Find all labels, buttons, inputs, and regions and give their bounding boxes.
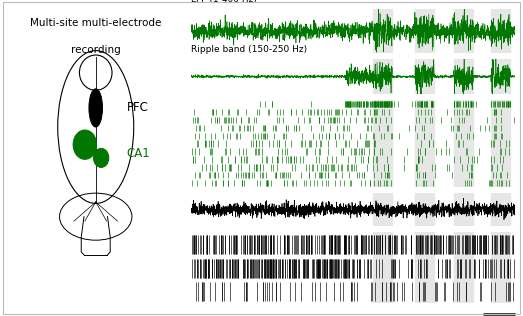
Ellipse shape <box>89 89 103 127</box>
Text: LFP (1-400 Hz): LFP (1-400 Hz) <box>191 0 257 4</box>
Bar <box>453 59 473 94</box>
Text: CA1: CA1 <box>127 147 150 160</box>
Bar <box>453 193 473 227</box>
Bar <box>491 232 510 303</box>
Bar <box>453 9 473 53</box>
Bar <box>415 193 434 227</box>
Bar <box>415 59 434 94</box>
Bar <box>453 100 473 187</box>
Ellipse shape <box>73 130 97 159</box>
Bar <box>415 9 434 53</box>
Bar <box>415 100 434 187</box>
Bar <box>373 100 392 187</box>
Text: recording: recording <box>71 45 121 55</box>
Bar <box>491 100 510 187</box>
Bar <box>373 232 392 303</box>
Bar <box>373 9 392 53</box>
Text: Multi-site multi-electrode: Multi-site multi-electrode <box>30 18 162 28</box>
Bar <box>373 59 392 94</box>
Bar <box>373 193 392 227</box>
Bar <box>415 232 434 303</box>
Text: PFC: PFC <box>127 101 149 114</box>
Bar <box>491 193 510 227</box>
Bar <box>491 59 510 94</box>
Ellipse shape <box>94 148 109 167</box>
Bar <box>453 232 473 303</box>
Text: Ripple band (150-250 Hz): Ripple band (150-250 Hz) <box>191 45 308 54</box>
Bar <box>491 9 510 53</box>
